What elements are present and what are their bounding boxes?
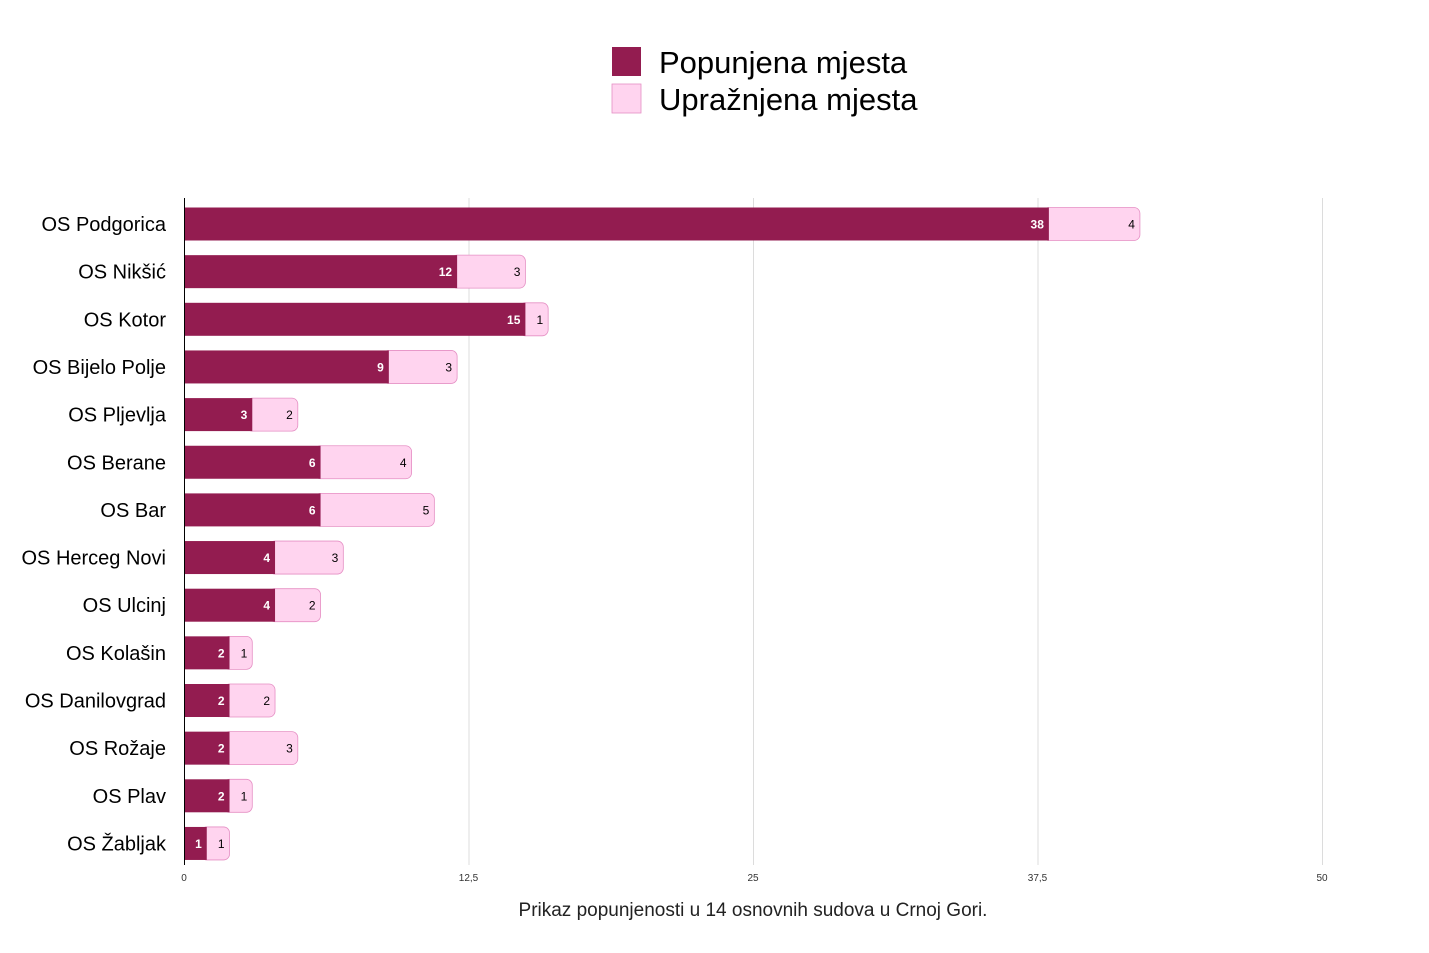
data-label-upraznjena: 3 [514, 265, 521, 279]
bar-segment-upraznjena [314, 492, 435, 527]
data-label-popunjena: 2 [218, 694, 225, 708]
bar-segment-popunjena [184, 588, 276, 622]
data-label-upraznjena: 4 [1128, 218, 1135, 232]
data-label-popunjena: 3 [241, 408, 248, 422]
legend-swatch-popunjena [612, 47, 641, 76]
bar-segment-popunjena [184, 398, 253, 432]
bar-segment-popunjena [184, 779, 230, 813]
y-category-label: OS Bar [100, 500, 166, 522]
bar-segment-popunjena [184, 350, 389, 384]
bar-segment-popunjena [184, 826, 207, 860]
y-category-label: OS Kolašin [66, 643, 166, 665]
bar-segment-upraznjena [1042, 207, 1141, 241]
bars: 38 412 315 19 33 26 46 54 34 22 12 22 32 11 1 [184, 207, 1141, 861]
data-label-upraznjena: 3 [332, 551, 339, 565]
y-category-label: OS Herceg Novi [22, 548, 167, 570]
data-label-upraznjena: 1 [241, 646, 248, 660]
data-label-popunjena: 1 [195, 837, 202, 851]
x-tick-label: 50 [1316, 873, 1328, 884]
bar-segment-popunjena [184, 445, 321, 479]
x-tick-label: 0 [181, 873, 187, 884]
data-label-upraznjena: 1 [536, 313, 543, 327]
data-label-popunjena: 2 [218, 789, 225, 803]
y-category-label: OS Berane [67, 452, 166, 474]
bar-segment-popunjena [184, 684, 230, 717]
data-label-popunjena: 12 [439, 265, 453, 279]
y-category-label: OS Bijelo Polje [33, 357, 166, 379]
data-label-upraznjena: 3 [445, 360, 452, 374]
bar-segment-popunjena [184, 207, 1049, 241]
grid-lines [468, 198, 1323, 865]
data-label-popunjena: 38 [1031, 218, 1045, 232]
bar-segment-popunjena [184, 636, 230, 670]
y-category-label: OS Nikšić [78, 262, 166, 284]
x-tick-label: 12,5 [459, 873, 479, 884]
data-label-upraznjena: 5 [423, 503, 430, 517]
y-category-label: OS Kotor [84, 309, 167, 331]
y-category-label: OS Danilovgrad [25, 691, 166, 713]
bar-segment-popunjena [184, 541, 276, 575]
data-label-upraznjena: 2 [263, 694, 270, 708]
bar-segment-popunjena [184, 493, 321, 527]
data-label-popunjena: 6 [309, 456, 316, 470]
y-category-label: OS Ulcinj [83, 595, 166, 617]
x-tick-label: 37,5 [1028, 873, 1048, 884]
data-label-popunjena: 15 [507, 313, 521, 327]
legend-label: Popunjena mjesta [659, 45, 908, 80]
bar-segment-popunjena [184, 255, 458, 289]
y-axis-labels: OS Podgorica OS Nikšić OS Kotor OS Bijelo P… [22, 214, 167, 855]
data-label-upraznjena: 4 [400, 456, 407, 470]
bar-segment-upraznjena [314, 445, 412, 480]
y-category-label: OS Žabljak [67, 832, 167, 855]
data-label-upraznjena: 1 [241, 789, 248, 803]
y-category-label: OS Rožaje [69, 738, 166, 760]
data-label-upraznjena: 1 [218, 837, 225, 851]
y-category-label: OS Pljevlja [68, 405, 167, 427]
legend-label: Upražnjena mjesta [659, 82, 918, 117]
x-tick-label: 25 [747, 873, 759, 884]
data-label-popunjena: 9 [377, 360, 384, 374]
legend-swatch-upraznjena [611, 83, 642, 114]
x-axis-tick-labels: 0 12,5 25 37,5 50 [181, 873, 1328, 884]
data-label-popunjena: 4 [263, 599, 270, 613]
bar-segment-popunjena [184, 302, 526, 336]
bar-segment-popunjena [184, 731, 230, 765]
y-category-label: OS Podgorica [41, 214, 166, 236]
data-label-upraznjena: 3 [286, 742, 293, 756]
data-label-popunjena: 2 [218, 646, 225, 660]
chart-caption: Prikaz popunjenosti u 14 osnovnih sudova… [519, 900, 988, 921]
data-label-upraznjena: 2 [309, 599, 316, 613]
data-label-popunjena: 2 [218, 742, 225, 756]
data-label-popunjena: 4 [263, 551, 270, 565]
data-label-popunjena: 6 [309, 503, 316, 517]
y-category-label: OS Plav [93, 786, 166, 808]
data-label-upraznjena: 2 [286, 408, 293, 422]
